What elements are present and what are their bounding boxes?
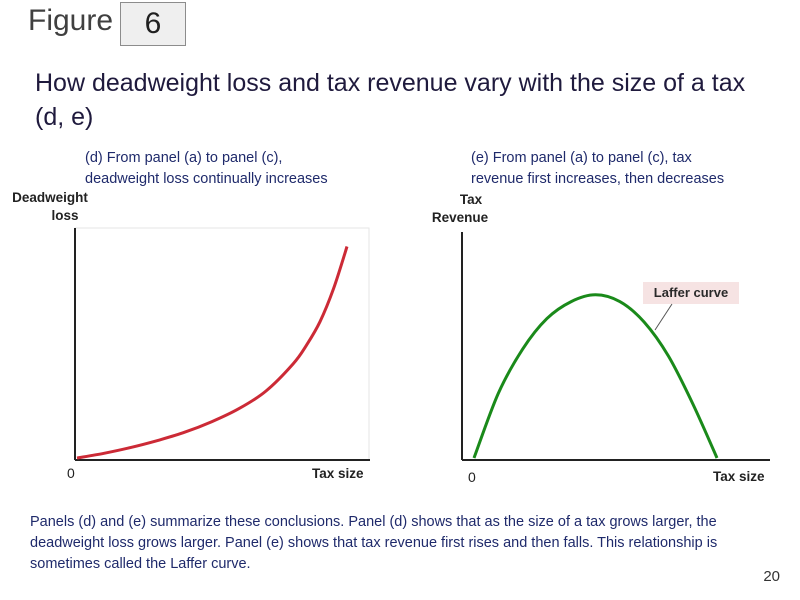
panel-d-ylabel: Deadweight loss xyxy=(6,189,94,225)
page-number: 20 xyxy=(763,568,780,585)
laffer-curve-annotation: Laffer curve xyxy=(643,282,739,304)
panel-e-origin: 0 xyxy=(468,469,476,485)
panel-d-subtitle: (d) From panel (a) to panel (c), deadwei… xyxy=(85,148,328,190)
figure-label: Figure xyxy=(28,4,114,37)
panel-d-deadweight-loss-curve xyxy=(76,246,349,460)
panel-d-ylabel-line1: Deadweight xyxy=(12,190,88,205)
laffer-annotation-pointer xyxy=(654,303,673,331)
panel-d-plot-area xyxy=(74,227,370,461)
slide-title: How deadweight loss and tax revenue vary… xyxy=(35,69,746,131)
panel-d-ylabel-line2: loss xyxy=(51,208,79,223)
panel-d-xlabel: Tax size xyxy=(312,466,364,481)
panel-e-ylabel: Tax Revenue xyxy=(420,191,500,227)
figure-number: 6 xyxy=(120,2,186,46)
panel-e-subtitle: (e) From panel (a) to panel (c), tax rev… xyxy=(471,148,724,190)
panel-e-subtitle-line2: revenue first increases, then decreases xyxy=(471,171,725,187)
caption-text: Panels (d) and (e) summarize these concl… xyxy=(30,514,718,572)
panel-e-ylabel-line1: Tax xyxy=(459,192,483,207)
panel-d-subtitle-line2: deadweight loss continually increases xyxy=(85,171,328,187)
panel-d-origin: 0 xyxy=(67,465,75,481)
panel-d-subtitle-line1: (d) From panel (a) to panel (c), xyxy=(85,150,283,166)
panel-e-laffer-curve xyxy=(472,293,719,459)
panel-e-xlabel: Tax size xyxy=(713,469,765,484)
panel-e-ylabel-line2: Revenue xyxy=(431,210,489,225)
panel-e-subtitle-line1: (e) From panel (a) to panel (c), tax xyxy=(471,150,692,166)
